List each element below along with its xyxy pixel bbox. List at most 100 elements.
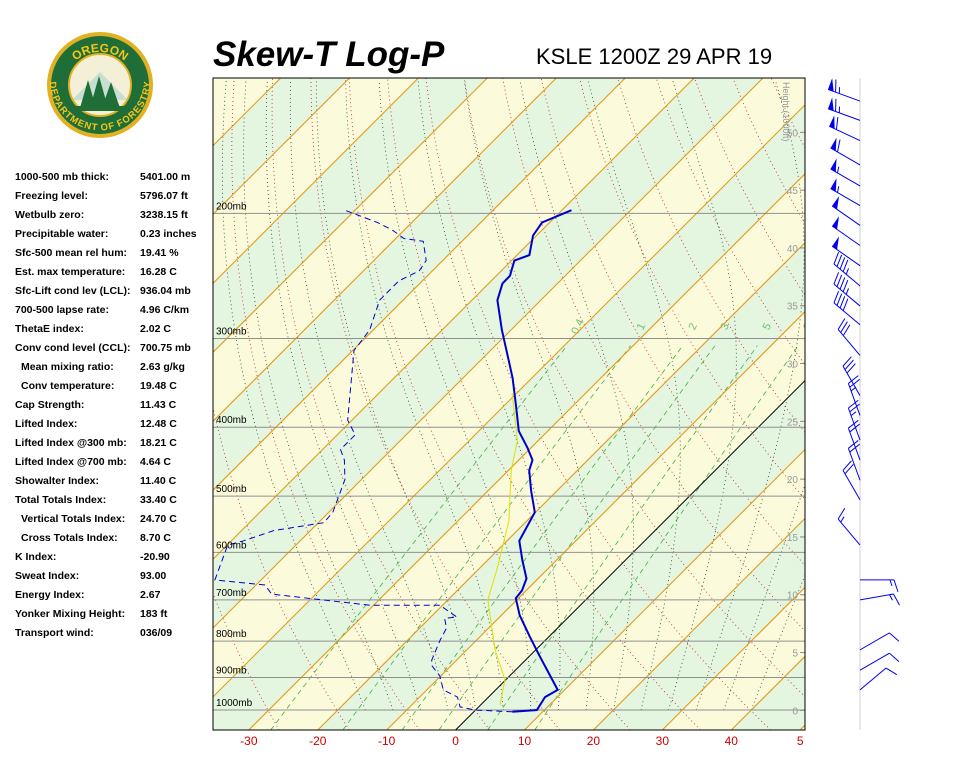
dry-adiabat [502,78,805,632]
mixing-ratio-line [487,345,758,730]
dry-adiabat [231,78,420,730]
moist-adiabat [695,80,805,711]
stat-value: 4.96 C/km [140,304,189,316]
wind-barb [833,272,861,307]
barb-feather [833,290,840,304]
stat-value: 16.28 C [140,266,177,278]
barb-feather [893,593,900,606]
x-tick-label: 40 [725,734,739,748]
isotherm [213,104,805,698]
stat-label: Sfc-500 mean rel hum: [15,247,127,259]
stat-label: Total Totals Index: [15,494,106,506]
y-tick-label: 500mb [216,484,247,495]
barb-feather [833,272,840,285]
barb-half [845,288,850,295]
y2-tick-label: 40 [787,244,799,255]
barb-feather [889,632,900,642]
x-tick-label: 10 [518,734,532,748]
barb-feather [848,399,859,409]
mixing-ratio-line [438,345,716,730]
isotherm [455,379,805,730]
moist-adiabat [463,80,595,711]
stat-label: Yonker Mixing Height: [15,608,125,620]
stat-value: 19.41 % [140,247,179,259]
isotherm [593,517,805,730]
logo: OREGON DEPARTMENT OF FORESTRY [47,32,154,138]
y-tick-label: 400mb [216,415,247,426]
barb-feather [848,419,859,429]
barb-feather [848,375,859,384]
barb-feather [844,359,854,370]
barb-staff [847,448,861,481]
stat-value: 18.21 C [140,437,177,449]
stat-label: Lifted Index @700 mb: [15,456,127,468]
y2-tick-label: 45 [787,186,799,197]
barb-staff [833,263,861,287]
y2-tick-label: 0 [792,706,798,717]
wind-barb [827,78,861,102]
stat-value: 2.63 g/kg [140,361,185,373]
barb-half [850,386,857,392]
barb-staff [859,593,894,601]
stat-label: Conv temperature: [21,380,114,392]
barb-feather [849,403,860,413]
wind-barb [831,196,861,226]
barb-flag [830,178,837,192]
stat-label: Lifted Index @300 mb: [15,437,127,449]
barb-flag [828,97,834,111]
stat-label: K Index: [15,551,56,563]
mixing-ratio-label: 8 [801,321,814,332]
wind-barb [828,115,861,142]
wind-barb [833,290,861,326]
barb-staff [830,147,861,166]
barb-feather [846,363,856,374]
x-tick-label: 0 [452,734,459,748]
barb-staff [830,168,861,187]
stat-value: 5796.07 ft [140,190,188,202]
wind-barb [860,579,899,593]
moist-adiabat [316,80,476,711]
x-tick-label: -30 [240,734,258,748]
stat-value: 3238.15 ft [140,209,188,221]
sounding-line [496,209,572,713]
y2-tick-label: 5 [792,649,798,660]
barb-feather [842,324,851,336]
stat-value: 0.23 inches [140,228,197,240]
wind-barb [830,158,861,187]
y2-tick-label: 50 [787,128,799,139]
barb-staff [833,302,861,326]
moist-adiabat [378,80,532,710]
stat-label: 1000-500 mb thick: [15,171,109,183]
y-tick-label: 800mb [216,629,247,640]
barb-staff [831,205,861,226]
x-tick-label: 30 [656,734,670,748]
barb-staff [830,188,861,206]
barb-flag [832,196,840,210]
barb-staff [833,283,861,307]
stat-value: 5401.00 m [140,171,190,183]
barb-feather [849,443,860,453]
stat-label: Conv cond level (CCL): [15,342,131,354]
barb-half [850,411,857,417]
wind-barb [831,236,861,267]
logo-ground [72,106,128,111]
wind-barb [842,460,861,501]
y-tick-label: 600mb [216,540,247,551]
barb-flag [828,78,834,92]
logo-top-text: OREGON [69,41,131,64]
stat-value: 936.04 mb [140,285,191,297]
barb-feather [839,257,846,270]
stat-value: 12.48 C [140,418,177,430]
wind-barb [827,97,861,121]
barb-feather [837,507,846,520]
barb-staff [837,329,861,356]
isotherm [213,78,626,491]
moist-adiabat [750,574,805,711]
x-tick-label: -20 [309,734,327,748]
barb-staff [837,518,861,546]
dry-adiabat [348,78,631,730]
y-tick-label: 900mb [216,665,247,676]
wind-barb [847,440,861,481]
stat-label: Sweat Index: [15,570,79,582]
